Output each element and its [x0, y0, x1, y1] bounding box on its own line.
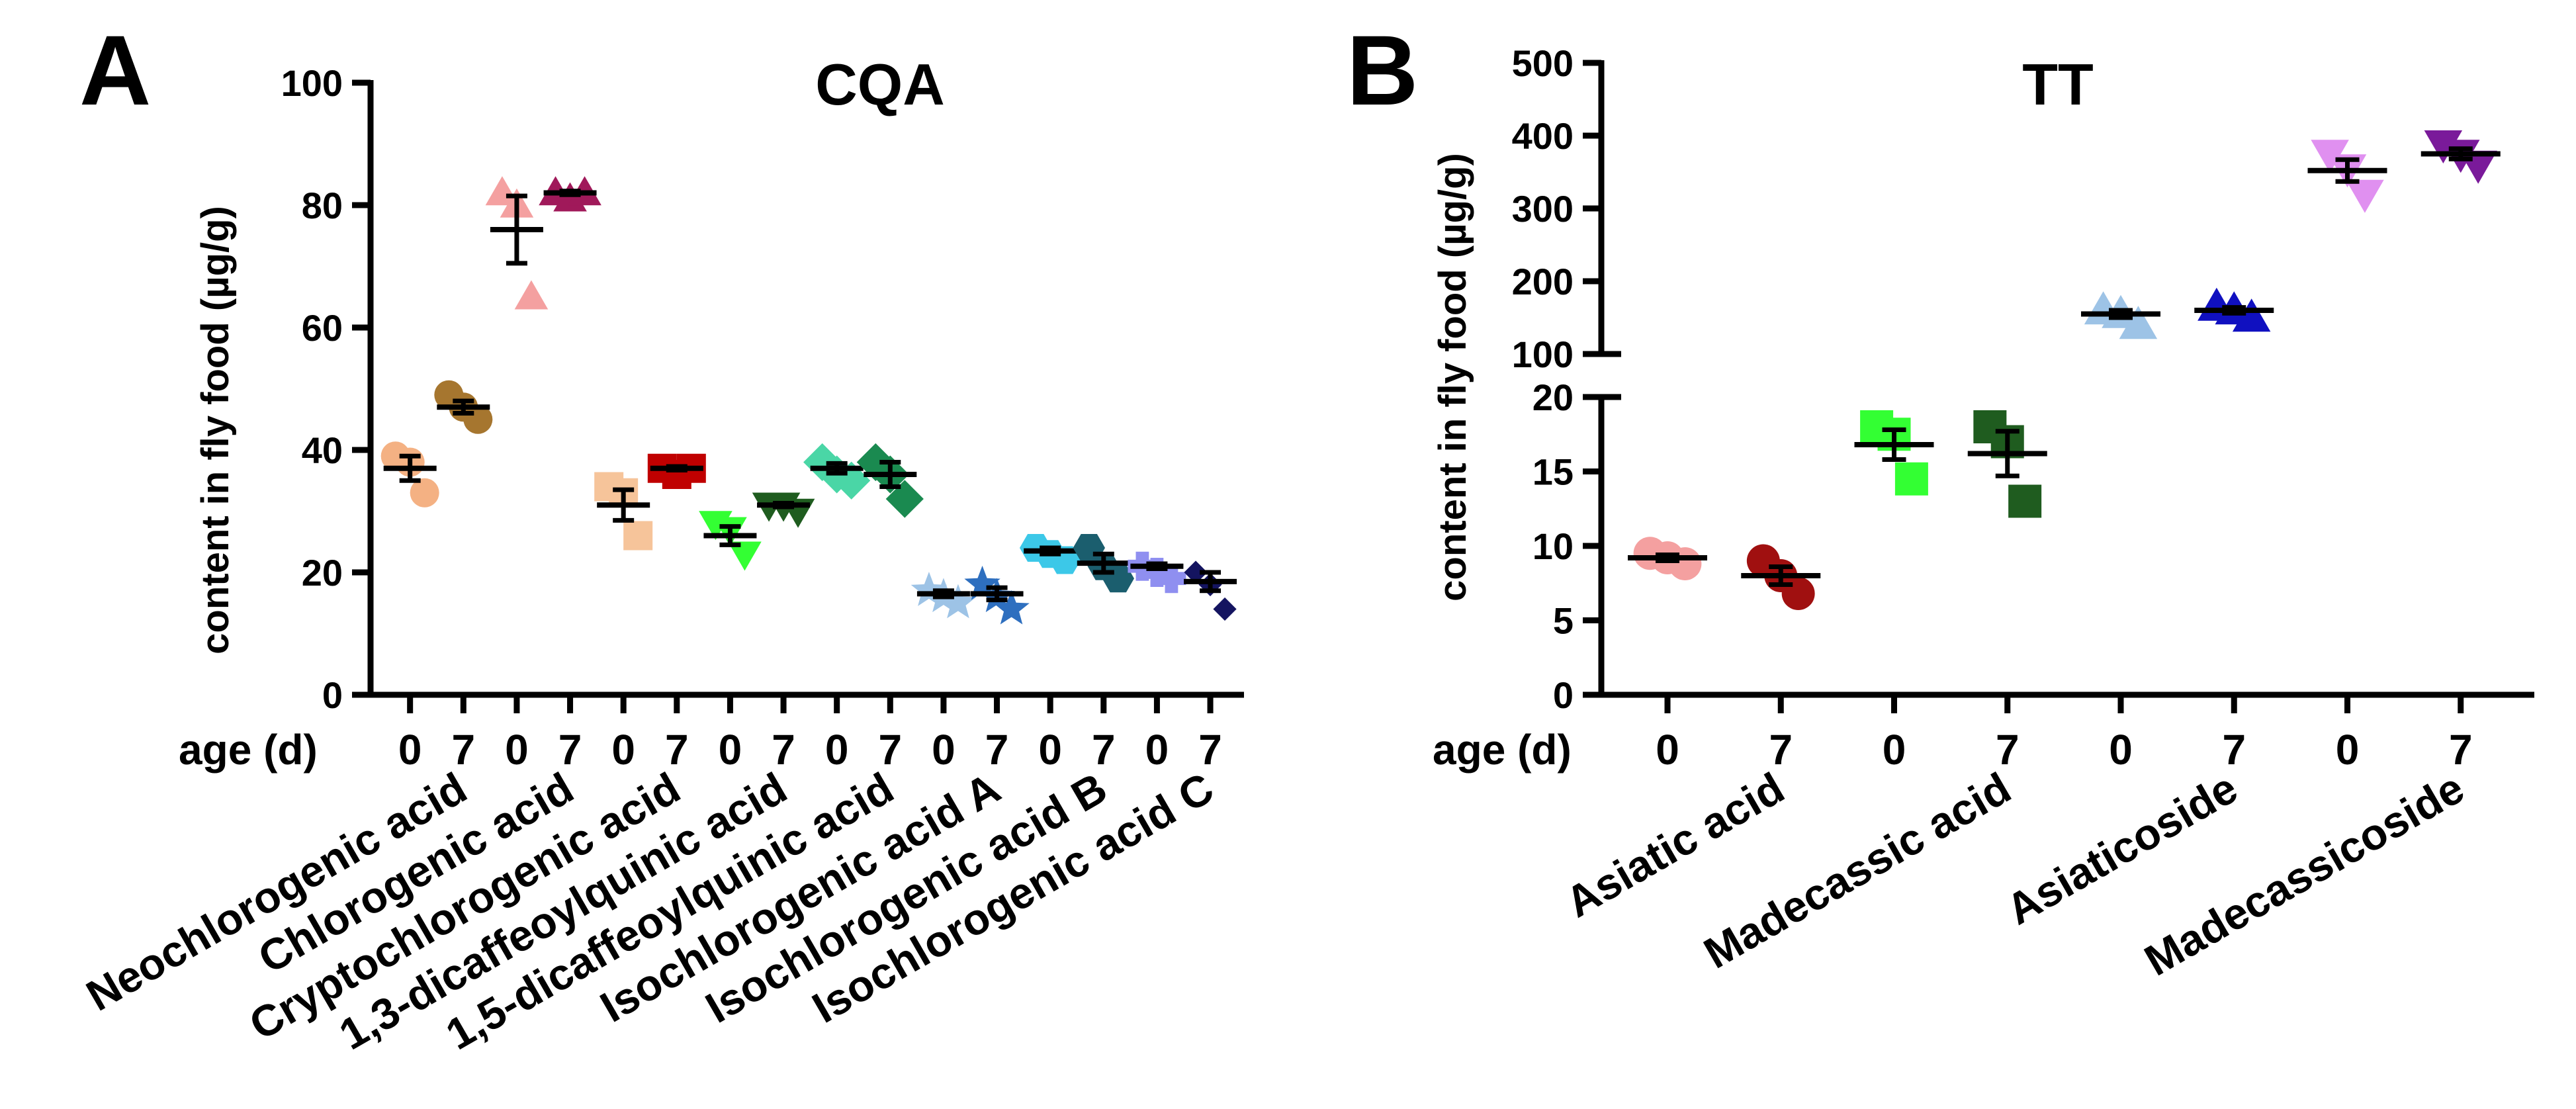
panel-b-age-value: 0: [1656, 726, 1679, 774]
data-point: [514, 280, 549, 310]
panel-b: B TT content in fly food (µg/g) age (d) …: [1347, 15, 2534, 985]
panel-a-age-value: 7: [558, 726, 582, 774]
panel-a-letter: A: [79, 15, 151, 126]
data-point: [2119, 306, 2158, 339]
data-point: [964, 565, 1000, 600]
data-point: [885, 480, 924, 518]
panel-a-y-tick-label: 20: [302, 552, 343, 594]
data-point: [1894, 462, 1928, 496]
data-point: [1781, 577, 1815, 610]
data-point: [940, 584, 977, 619]
panel-b-y-tick-label: 100: [1512, 333, 1574, 375]
data-point: [2424, 130, 2463, 163]
panel-a-age-value: 7: [1198, 726, 1222, 774]
data-point: [2008, 484, 2042, 518]
panel-a-y-tick-label: 60: [302, 307, 343, 349]
panel-a: A CQA content in fly food (µg/g) age (d)…: [78, 15, 1244, 1059]
panel-b-age-value: 7: [2222, 726, 2246, 774]
panel-b-y-tick-label: 400: [1512, 115, 1574, 157]
panel-a-age-label: age (d): [179, 726, 318, 774]
panel-b-y-tick-label: 5: [1553, 600, 1574, 642]
panel-b-age-value: 0: [1883, 726, 1906, 774]
panel-a-y-tick-label: 40: [302, 429, 343, 471]
panel-b-y-tick-label: 300: [1512, 188, 1574, 230]
panel-a-age-value: 7: [665, 726, 689, 774]
panel-b-age-value: 7: [2449, 726, 2473, 774]
panel-a-age-value: 0: [505, 726, 529, 774]
data-point: [410, 478, 439, 508]
panel-b-y-tick-label: 200: [1512, 261, 1574, 302]
panel-a-age-value: 0: [1038, 726, 1062, 774]
panel-a-age-value: 0: [932, 726, 955, 774]
data-point: [1184, 560, 1208, 584]
data-point: [1213, 597, 1237, 621]
panel-b-age-label: age (d): [1433, 726, 1572, 774]
panel-a-age-value: 7: [879, 726, 903, 774]
data-point: [993, 590, 1030, 625]
data-point: [1157, 564, 1186, 594]
panel-a-y-tick-label: 0: [322, 674, 343, 716]
data-point: [623, 521, 653, 551]
data-point: [1668, 547, 1702, 580]
panel-a-age-value: 7: [1092, 726, 1116, 774]
data-point: [2232, 298, 2271, 332]
panel-a-age-value: 0: [719, 726, 742, 774]
panel-b-age-value: 0: [2336, 726, 2360, 774]
panel-b-y-tick-label: 15: [1532, 451, 1574, 493]
panel-b-y-tick-label: 500: [1512, 42, 1574, 84]
panel-b-age-value: 7: [1996, 726, 2020, 774]
panel-a-age-value: 0: [1145, 726, 1169, 774]
panel-a-y-axis-label: content in fly food (µg/g): [194, 206, 237, 654]
panel-b-title: TT: [2022, 52, 2094, 117]
panel-b-y-tick-label: 0: [1553, 674, 1574, 716]
panel-b-y-axis-label: content in fly food (µg/g): [1431, 153, 1474, 601]
panel-a-age-value: 0: [398, 726, 422, 774]
panel-b-age-value: 0: [2109, 726, 2133, 774]
panel-a-age-value: 0: [611, 726, 635, 774]
data-point: [728, 541, 762, 571]
panel-a-y-tick-label: 80: [302, 185, 343, 226]
panel-a-title: CQA: [815, 52, 945, 117]
data-point: [910, 572, 948, 606]
panel-a-age-value: 7: [772, 726, 795, 774]
data-point: [2346, 179, 2384, 213]
panel-a-age-value: 0: [825, 726, 849, 774]
panel-b-letter: B: [1347, 15, 1418, 126]
panel-a-y-tick-label: 100: [281, 62, 343, 104]
panel-a-age-value: 7: [452, 726, 476, 774]
panel-b-y-tick-label: 10: [1532, 525, 1574, 567]
panel-a-age-value: 7: [985, 726, 1009, 774]
panel-b-y-tick-label: 20: [1532, 377, 1574, 418]
panel-b-age-value: 7: [1769, 726, 1793, 774]
